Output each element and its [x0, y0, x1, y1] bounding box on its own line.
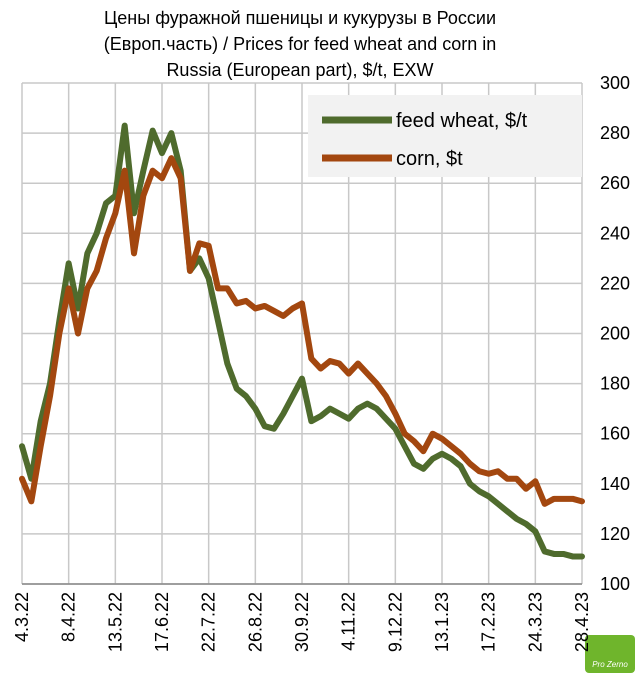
x-tick-label: 24.3.23 [525, 592, 545, 652]
x-tick-label: 22.7.22 [199, 592, 219, 652]
x-tick-label: 13.1.23 [432, 592, 452, 652]
line-series [19, 122, 585, 560]
y-tick-label: 120 [600, 524, 630, 544]
chart-title: (Европ.часть) / Prices for feed wheat an… [104, 34, 496, 54]
x-tick-label: 4.11.22 [339, 592, 359, 651]
x-tick-label: 17.6.22 [152, 592, 172, 652]
logo-text: Pro Zerno [592, 660, 628, 669]
line-series [19, 155, 585, 507]
y-tick-label: 240 [600, 223, 630, 243]
chart-title: Цены фуражной пшеницы и кукурузы в Росси… [104, 8, 496, 28]
x-tick-label: 30.9.22 [292, 592, 312, 652]
y-tick-label: 200 [600, 324, 630, 344]
y-tick-label: 280 [600, 123, 630, 143]
y-tick-label: 160 [600, 424, 630, 444]
y-tick-label: 260 [600, 173, 630, 193]
x-tick-label: 26.8.22 [245, 592, 265, 652]
x-tick-label: 28.4.23 [572, 592, 592, 652]
y-tick-label: 300 [600, 73, 630, 93]
x-tick-label: 17.2.23 [479, 592, 499, 652]
legend-box [308, 95, 582, 177]
x-tick-label: 4.3.22 [12, 592, 32, 642]
x-tick-label: 8.4.22 [59, 592, 79, 642]
x-tick-label: 9.12.22 [385, 592, 405, 652]
x-tick-label: 13.5.22 [105, 592, 125, 652]
legend-label: feed wheat, $/t [396, 110, 528, 132]
legend-label: corn, $t [396, 148, 463, 170]
y-tick-label: 220 [600, 273, 630, 293]
logo [585, 635, 635, 673]
y-tick-label: 100 [600, 574, 630, 594]
y-tick-label: 180 [600, 374, 630, 394]
chart-title: Russia (European part), $/t, EXW [166, 60, 433, 80]
y-tick-label: 140 [600, 474, 630, 494]
